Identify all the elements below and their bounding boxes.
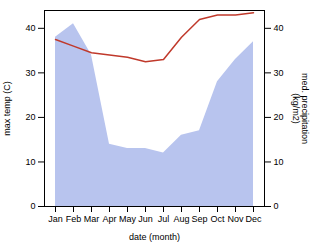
svg-text:10: 10 — [274, 157, 284, 167]
svg-text:40: 40 — [25, 23, 35, 33]
svg-text:Apr: Apr — [102, 214, 116, 224]
svg-text:30: 30 — [274, 68, 284, 78]
svg-text:10: 10 — [25, 157, 35, 167]
svg-text:May: May — [119, 214, 137, 224]
svg-text:Oct: Oct — [210, 214, 225, 224]
svg-text:Mar: Mar — [84, 214, 100, 224]
svg-text:Jun: Jun — [138, 214, 153, 224]
svg-text:med. precipitation(kg/m2): med. precipitation(kg/m2) — [291, 73, 310, 144]
svg-text:Feb: Feb — [66, 214, 82, 224]
svg-text:Dec: Dec — [245, 214, 262, 224]
svg-text:date (month): date (month) — [129, 232, 180, 242]
svg-text:Sep: Sep — [191, 214, 207, 224]
svg-text:Aug: Aug — [173, 214, 189, 224]
svg-text:Nov: Nov — [227, 214, 244, 224]
svg-text:30: 30 — [25, 68, 35, 78]
svg-text:0: 0 — [274, 201, 279, 211]
svg-text:Jul: Jul — [158, 214, 170, 224]
svg-text:0: 0 — [30, 201, 35, 211]
svg-text:20: 20 — [274, 112, 284, 122]
svg-text:20: 20 — [25, 112, 35, 122]
svg-text:40: 40 — [274, 23, 284, 33]
svg-text:max temp (C): max temp (C) — [2, 81, 12, 136]
svg-text:Jan: Jan — [48, 214, 63, 224]
